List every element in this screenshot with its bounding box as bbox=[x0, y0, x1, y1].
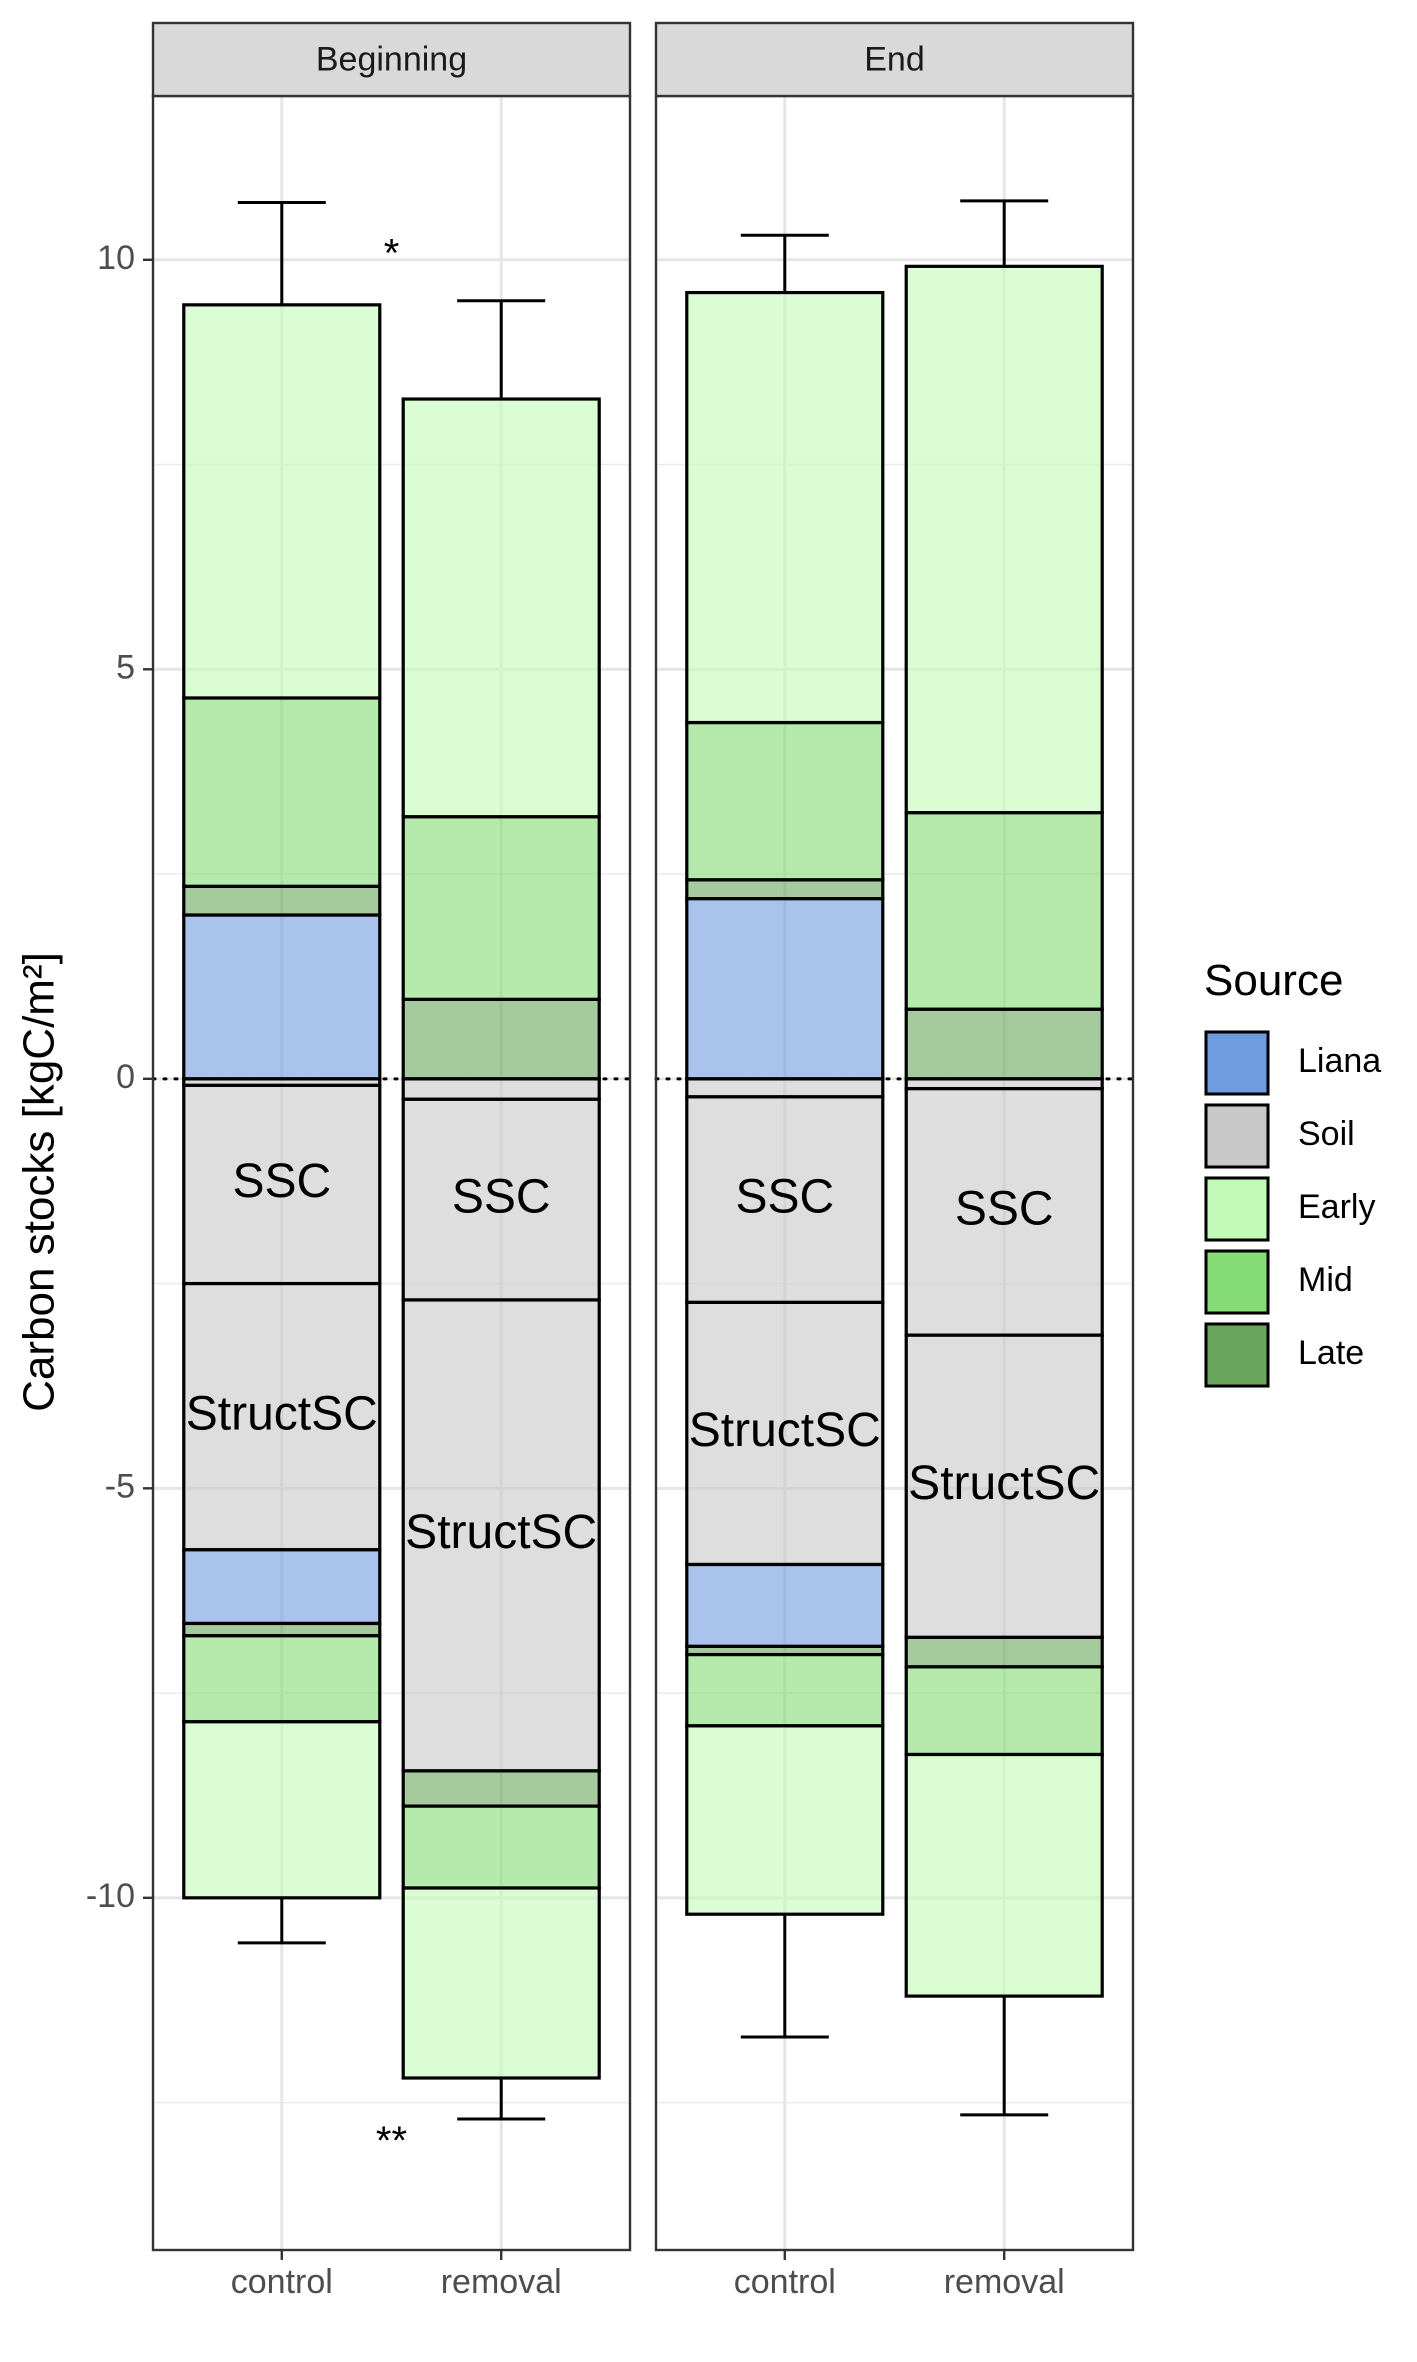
facet-strip bbox=[654, 21, 1135, 98]
legend-swatch-mid bbox=[1204, 1249, 1270, 1315]
bar-end-control: SSC StructSC bbox=[685, 233, 885, 2039]
bar-segment-mid bbox=[904, 1665, 1104, 1757]
bar-segment-early bbox=[685, 290, 885, 725]
bar-segment-mid bbox=[401, 1804, 601, 1890]
segment-label: SSC bbox=[232, 1155, 331, 1208]
bar-segment-mid bbox=[685, 1652, 885, 1728]
segment-label: SSC bbox=[735, 1170, 834, 1223]
bar-segment-early bbox=[904, 1752, 1104, 1998]
y-tick-label: -5 bbox=[105, 1467, 135, 1505]
bar-segment-mid bbox=[401, 815, 601, 1001]
y-tick-label: 10 bbox=[97, 239, 135, 277]
segment-label: SSC bbox=[955, 1183, 1054, 1236]
bar-segment-liana bbox=[182, 1548, 382, 1626]
bar-segment-soil bbox=[685, 1095, 885, 1305]
bar-segment-late bbox=[182, 1621, 382, 1638]
bar-segment-mid bbox=[182, 696, 382, 888]
bar-segment-early bbox=[401, 1886, 601, 2080]
bar-segment-soil bbox=[685, 1300, 885, 1567]
bar-segment-late bbox=[904, 1635, 1104, 1669]
bar-segment-early bbox=[401, 397, 601, 819]
panel-beginning: SSCStructSCSSCStructSC***Beginningcontro… bbox=[151, 21, 632, 2301]
bar-segment-soil bbox=[685, 1077, 885, 1099]
bar-segment-liana bbox=[685, 897, 885, 1081]
bar-segment-soil bbox=[401, 1077, 601, 1101]
bar-segment-soil bbox=[401, 1097, 601, 1302]
bar-segment-soil bbox=[401, 1298, 601, 1773]
legend-label-soil: Soil bbox=[1298, 1115, 1355, 1153]
bar-segment-late bbox=[182, 884, 382, 917]
facet-panels: SSCStructSCSSCStructSC***Beginningcontro… bbox=[151, 21, 1135, 2301]
legend-title: Source bbox=[1204, 956, 1343, 1005]
legend-swatch-liana bbox=[1204, 1030, 1270, 1096]
y-tick-label: 0 bbox=[116, 1058, 135, 1096]
legend-swatch-early bbox=[1204, 1176, 1270, 1242]
bar-segment-early bbox=[904, 264, 1104, 815]
bar-segment-soil bbox=[182, 1281, 382, 1552]
bar-segment-late bbox=[401, 1769, 601, 1808]
segment-label: StructSC bbox=[908, 1457, 1100, 1510]
y-axis-title-group: Carbon stocks [kgC/m²] bbox=[15, 952, 64, 1412]
legend-label-liana: Liana bbox=[1298, 1042, 1381, 1080]
legend: Source Liana Soil Early Mid Late bbox=[1204, 956, 1381, 1388]
facet-strip-label: End bbox=[864, 40, 925, 78]
segment-label: StructSC bbox=[405, 1506, 597, 1559]
significance-label: * bbox=[384, 231, 400, 275]
y-axis-title: Carbon stocks [kgC/m²] bbox=[15, 952, 64, 1412]
x-tick-label: removal bbox=[441, 2263, 562, 2301]
bar-segment-late bbox=[685, 878, 885, 901]
segment-label: StructSC bbox=[186, 1387, 378, 1440]
bar-segment-soil bbox=[904, 1087, 1104, 1337]
y-tick-label: -10 bbox=[86, 1877, 135, 1915]
segment-label: SSC bbox=[452, 1170, 551, 1223]
panel-end: SSC StructSC SSC StructSC End control removal bbox=[654, 21, 1135, 2301]
bar-segment-mid bbox=[904, 811, 1104, 1011]
bar-segment-liana bbox=[685, 1562, 885, 1648]
significance-label: ** bbox=[376, 2119, 407, 2163]
bar-segment-liana bbox=[182, 913, 382, 1081]
bar-segment-early bbox=[685, 1724, 885, 1916]
bar-beginning-control: SSC StructSC bbox=[182, 200, 382, 1945]
bar-segment-late bbox=[904, 1007, 1104, 1081]
facet-strip bbox=[151, 21, 632, 98]
bar-segment-early bbox=[182, 303, 382, 700]
bar-segment-mid bbox=[685, 720, 885, 882]
y-tick-label: 5 bbox=[116, 648, 135, 686]
x-tick-label: removal bbox=[944, 2263, 1065, 2301]
legend-swatch-soil bbox=[1204, 1103, 1270, 1169]
facet-strip-label: Beginning bbox=[316, 40, 467, 78]
x-tick-label: control bbox=[734, 2263, 836, 2301]
y-axis: -10 -5 0 5 10 bbox=[86, 239, 153, 1915]
bar-segment-late bbox=[401, 997, 601, 1081]
bar-segment-mid bbox=[182, 1634, 382, 1724]
bar-segment-early bbox=[182, 1720, 382, 1900]
bar-beginning-removal: SSC StructSC bbox=[401, 299, 601, 2121]
legend-swatch-late bbox=[1204, 1322, 1270, 1388]
x-tick-label: control bbox=[231, 2263, 333, 2301]
bar-segment-soil bbox=[182, 1083, 382, 1286]
legend-label-mid: Mid bbox=[1298, 1261, 1353, 1299]
segment-label: StructSC bbox=[689, 1404, 881, 1457]
legend-label-late: Late bbox=[1298, 1334, 1364, 1372]
legend-label-early: Early bbox=[1298, 1188, 1375, 1226]
bar-end-removal: SSC StructSC bbox=[904, 199, 1104, 2117]
